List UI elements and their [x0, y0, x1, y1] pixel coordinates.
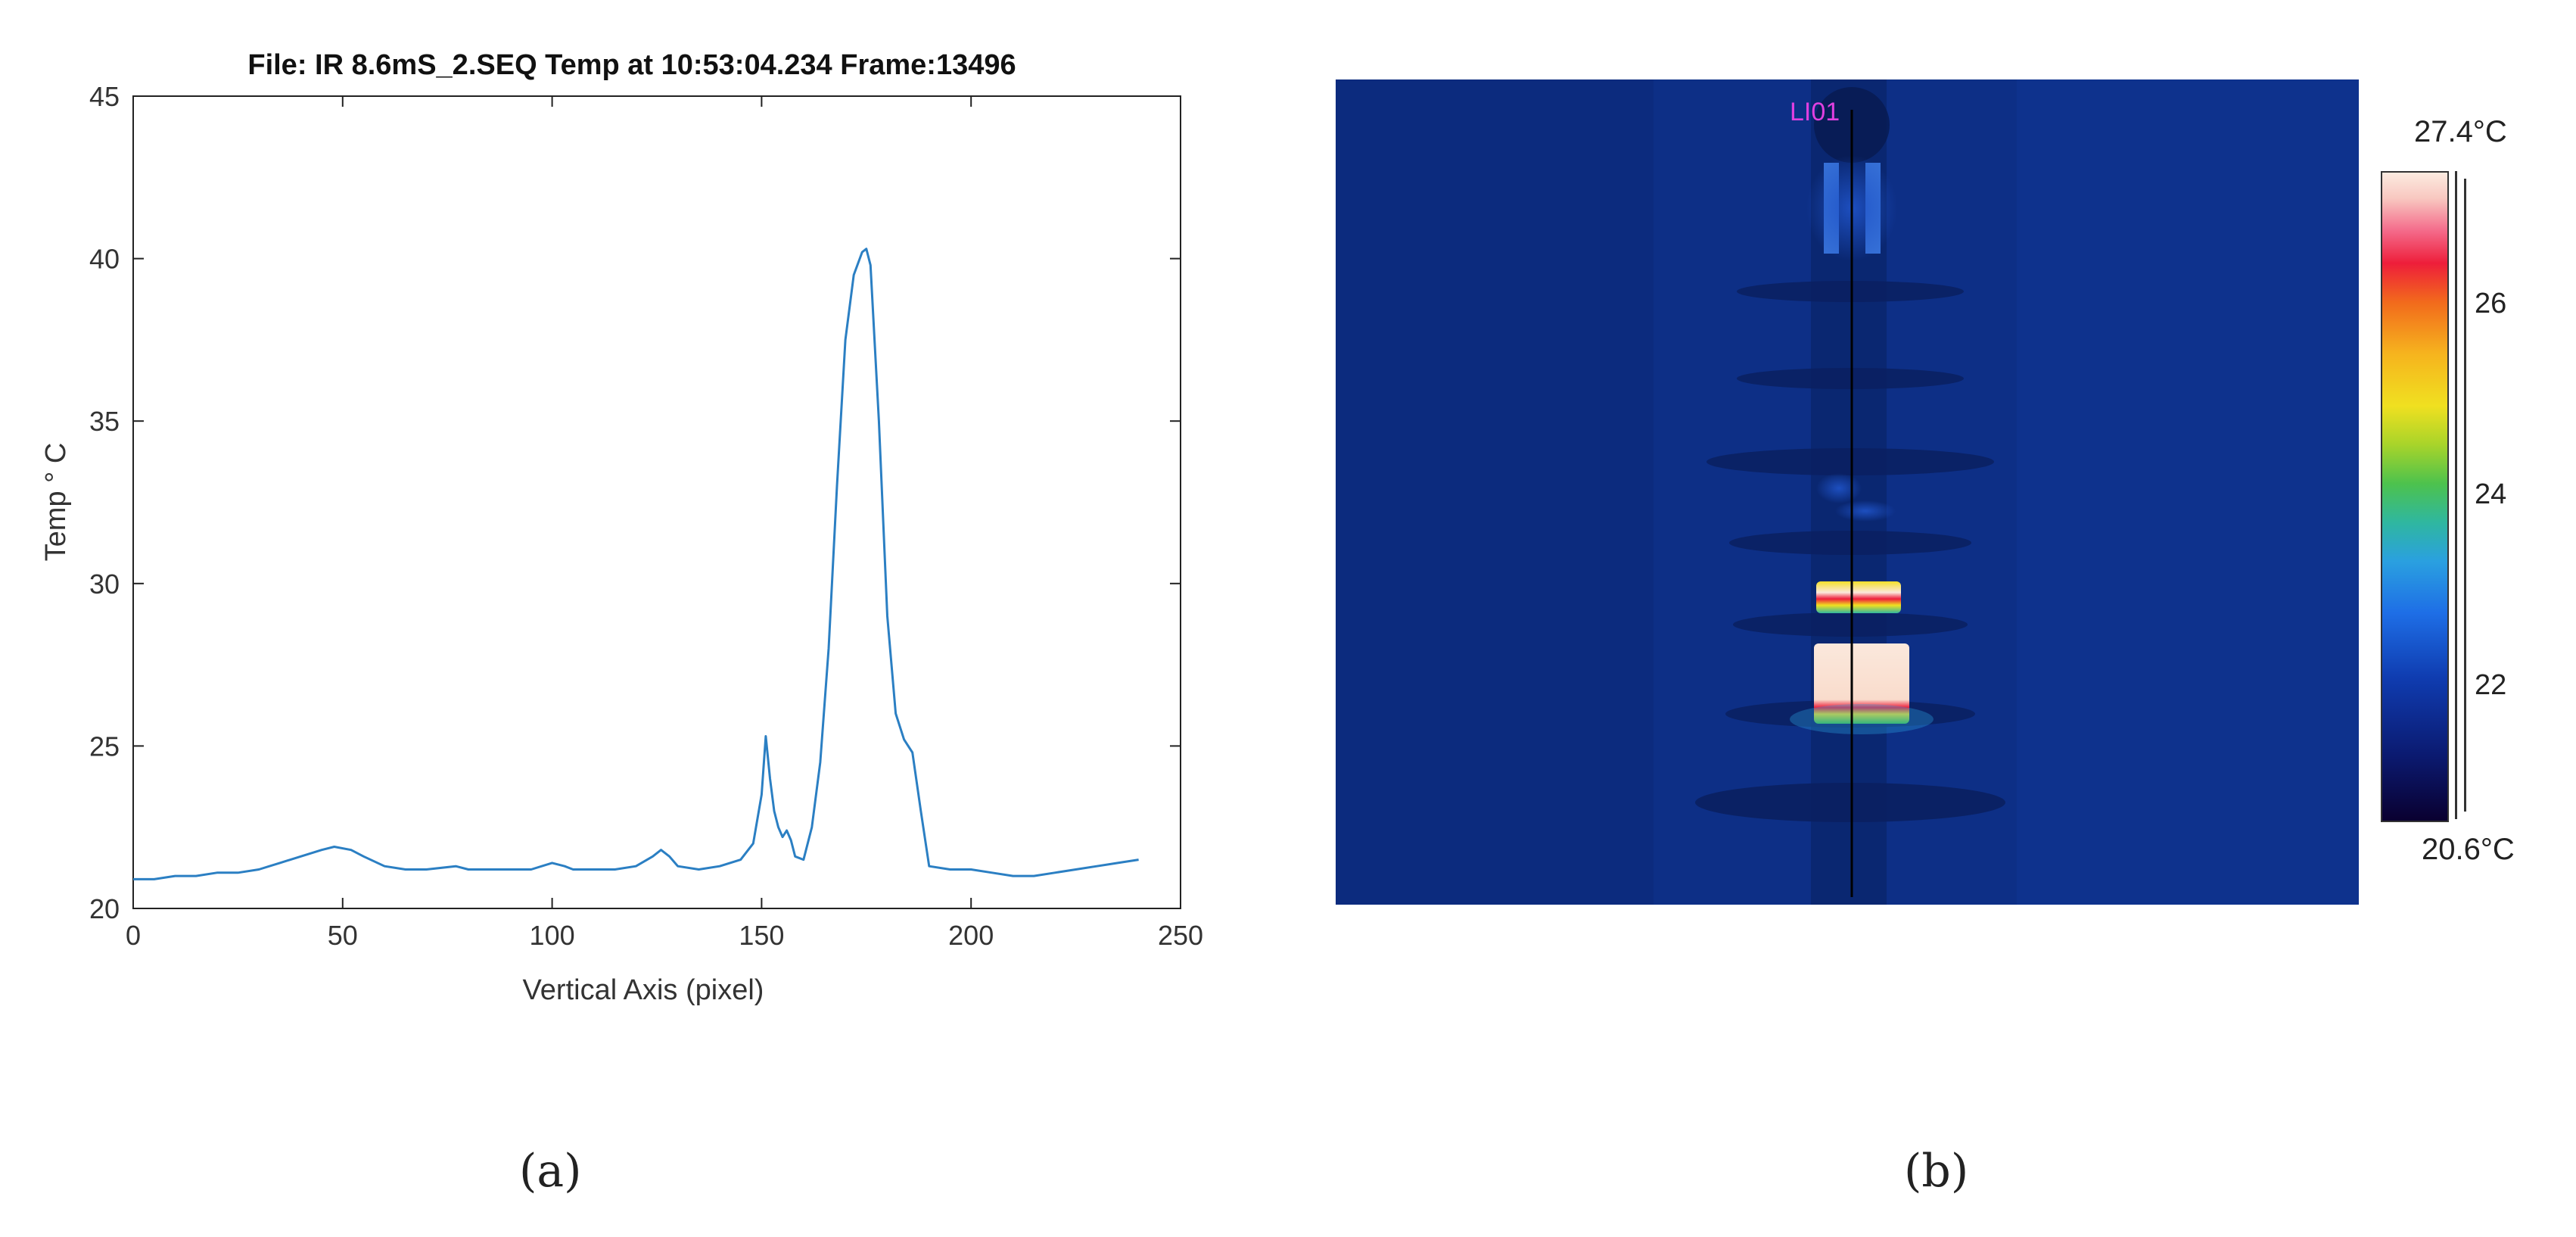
x-axis-label: Vertical Axis (pixel) — [523, 974, 764, 1006]
x-tick-label: 100 — [530, 920, 575, 951]
colorbar: 27.4°C 26 24 22 20.6°C — [2369, 106, 2576, 893]
y-tick-label: 45 — [89, 81, 120, 112]
y-tick-label: 30 — [89, 569, 120, 600]
thermal-image: LI01 — [1336, 79, 2359, 905]
y-axis-label: Temp ° C — [40, 443, 72, 562]
y-tick-label: 25 — [89, 731, 120, 762]
series-line — [133, 248, 1139, 880]
y-tick-label: 20 — [89, 893, 120, 924]
colorbar-tick-label: 24 — [2475, 478, 2507, 510]
subfigure-label-a: (a) — [519, 1145, 582, 1198]
colorbar-min-label: 20.6°C — [2422, 833, 2515, 866]
colorbar-max-label: 27.4°C — [2414, 115, 2507, 148]
colorbar-scale-line-2 — [2464, 179, 2466, 812]
x-axis: 0 50 100 150 200 250 — [126, 96, 1203, 951]
plot-frame — [132, 95, 1181, 909]
colorbar-scale-line — [2455, 171, 2457, 819]
subfigure-label-b: (b) — [1904, 1145, 1969, 1198]
colorbar-gradient — [2381, 171, 2449, 822]
x-tick-label: 0 — [126, 920, 141, 951]
x-tick-label: 250 — [1158, 920, 1203, 951]
x-tick-label: 150 — [739, 920, 784, 951]
x-tick-label: 200 — [948, 920, 994, 951]
y-tick-label: 35 — [89, 406, 120, 437]
colorbar-tick-label: 26 — [2475, 288, 2507, 320]
chart-title: File: IR 8.6mS_2.SEQ Temp at 10:53:04.23… — [247, 49, 1016, 81]
x-tick-label: 50 — [328, 920, 358, 951]
temperature-profile-chart: File: IR 8.6mS_2.SEQ Temp at 10:53:04.23… — [40, 49, 1203, 1006]
y-axis: 20 25 30 35 40 45 — [89, 81, 1181, 924]
colorbar-tick-label: 22 — [2475, 668, 2507, 701]
profile-line-label: LI01 — [1790, 98, 1840, 126]
y-tick-label: 40 — [89, 244, 120, 275]
